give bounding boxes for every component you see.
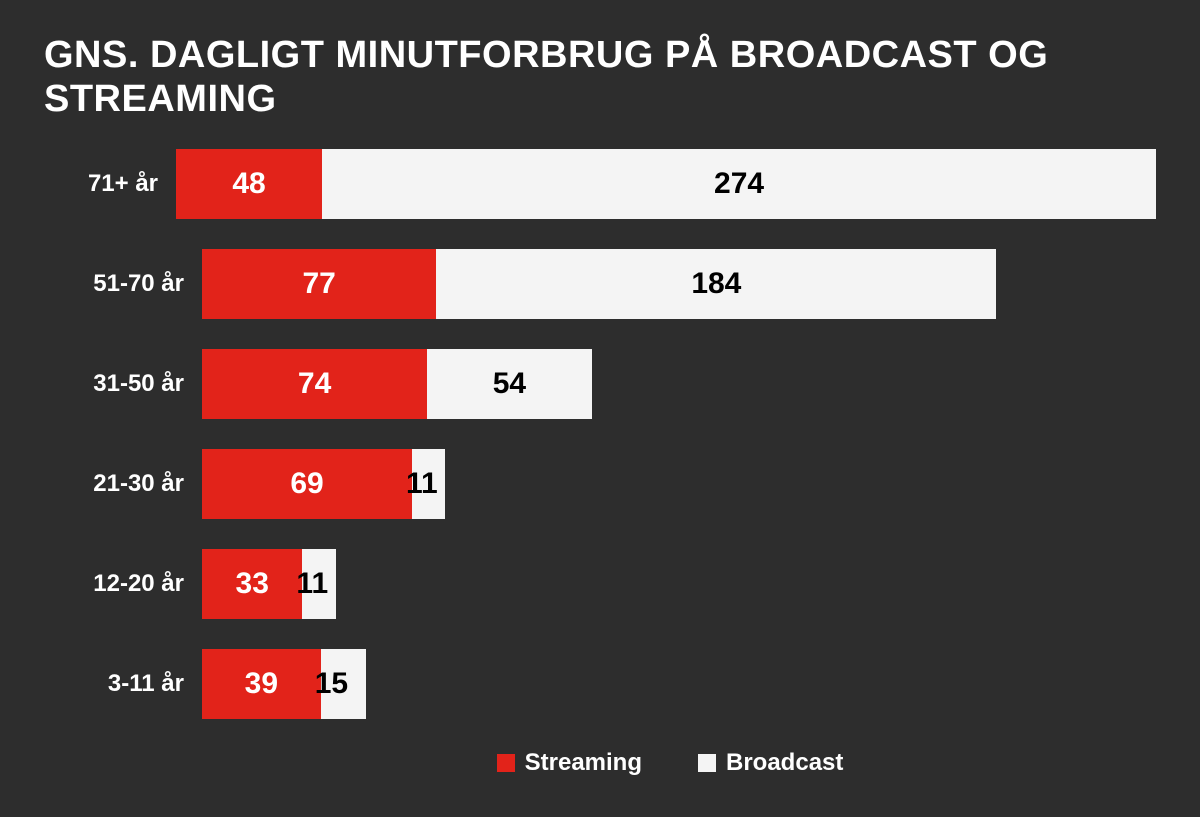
bar-row: 12-20 år 33 11: [44, 549, 1156, 619]
bar-segment-streaming: 74: [202, 349, 427, 419]
legend: Streaming Broadcast: [184, 749, 1156, 807]
bar-segment-streaming: 69: [202, 449, 412, 519]
category-label: 71+ år: [44, 170, 176, 198]
bar-row: 51-70 år 77 184: [44, 249, 1156, 319]
chart-container: GNS. DAGLIGT MINUTFORBRUG PÅ BROADCAST O…: [0, 0, 1200, 817]
bar-row: 3-11 år 39 15: [44, 649, 1156, 719]
bar-segment-streaming: 39: [202, 649, 321, 719]
bar-row: 31-50 år 74 54: [44, 349, 1156, 419]
legend-item-broadcast: Broadcast: [698, 749, 843, 777]
bar-segment-streaming: 77: [202, 249, 436, 319]
bar-stack: 69 11: [202, 449, 445, 519]
bar-stack: 33 11: [202, 549, 336, 619]
bar-row: 21-30 år 69 11: [44, 449, 1156, 519]
bar-stack: 77 184: [202, 249, 996, 319]
legend-item-streaming: Streaming: [497, 749, 642, 777]
bar-row: 71+ år 48 274: [44, 149, 1156, 219]
chart-title: GNS. DAGLIGT MINUTFORBRUG PÅ BROADCAST O…: [44, 34, 1156, 121]
category-label: 21-30 år: [44, 470, 202, 498]
legend-label: Broadcast: [726, 749, 843, 777]
bar-segment-broadcast: 15: [321, 649, 367, 719]
bar-segment-broadcast: 184: [436, 249, 996, 319]
bar-stack: 74 54: [202, 349, 592, 419]
legend-swatch-broadcast: [698, 754, 716, 772]
bar-stack: 48 274: [176, 149, 1156, 219]
legend-swatch-streaming: [497, 754, 515, 772]
legend-label: Streaming: [525, 749, 642, 777]
category-label: 51-70 år: [44, 270, 202, 298]
bar-segment-broadcast: 54: [427, 349, 591, 419]
bar-stack: 39 15: [202, 649, 366, 719]
stacked-bar-chart: 71+ år 48 274 51-70 år 77 184 31-50 år 7…: [44, 149, 1156, 817]
bar-segment-streaming: 33: [202, 549, 302, 619]
category-label: 3-11 år: [44, 670, 202, 698]
category-label: 31-50 år: [44, 370, 202, 398]
bar-segment-streaming: 48: [176, 149, 322, 219]
bar-segment-broadcast: 11: [302, 549, 335, 619]
bar-segment-broadcast: 11: [412, 449, 445, 519]
bar-segment-broadcast: 274: [322, 149, 1156, 219]
category-label: 12-20 år: [44, 570, 202, 598]
